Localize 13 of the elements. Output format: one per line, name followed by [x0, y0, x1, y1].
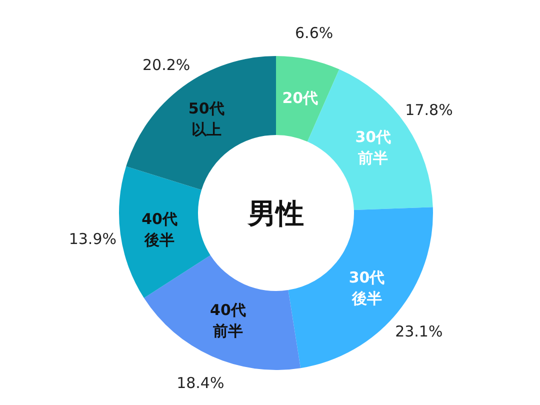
data-label: 18.4%	[176, 374, 224, 392]
data-label: 6.6%	[295, 24, 334, 42]
slice-label: 40代前半	[210, 301, 246, 340]
slice-label: 30代後半	[348, 268, 385, 308]
slice-label: 20代	[282, 89, 318, 108]
text: 男性	[247, 197, 304, 230]
slice-label: 30代前半	[355, 128, 392, 167]
data-label: 17.8%	[405, 101, 453, 120]
data-label: 13.9%	[68, 230, 117, 248]
data-label: 23.1%	[395, 322, 443, 340]
slice-label: 50代以上	[188, 99, 224, 138]
data-label: 20.2%	[142, 56, 190, 74]
slice-label: 40代後半	[142, 210, 178, 249]
